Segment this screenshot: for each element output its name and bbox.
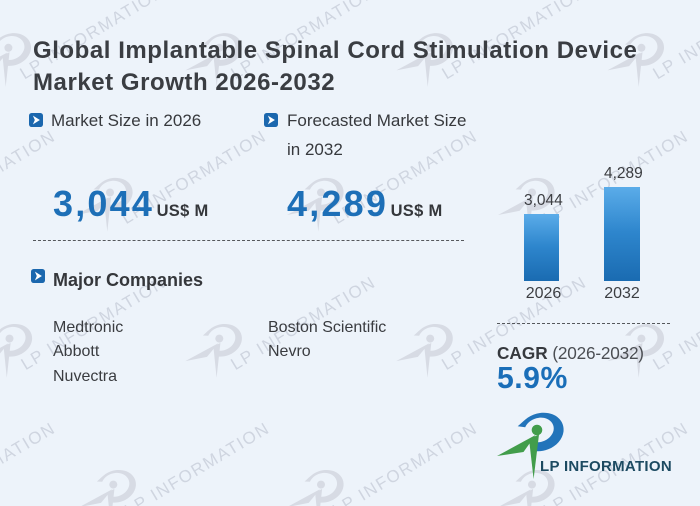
svg-text:LP INFORMATION: LP INFORMATION: [540, 458, 672, 475]
